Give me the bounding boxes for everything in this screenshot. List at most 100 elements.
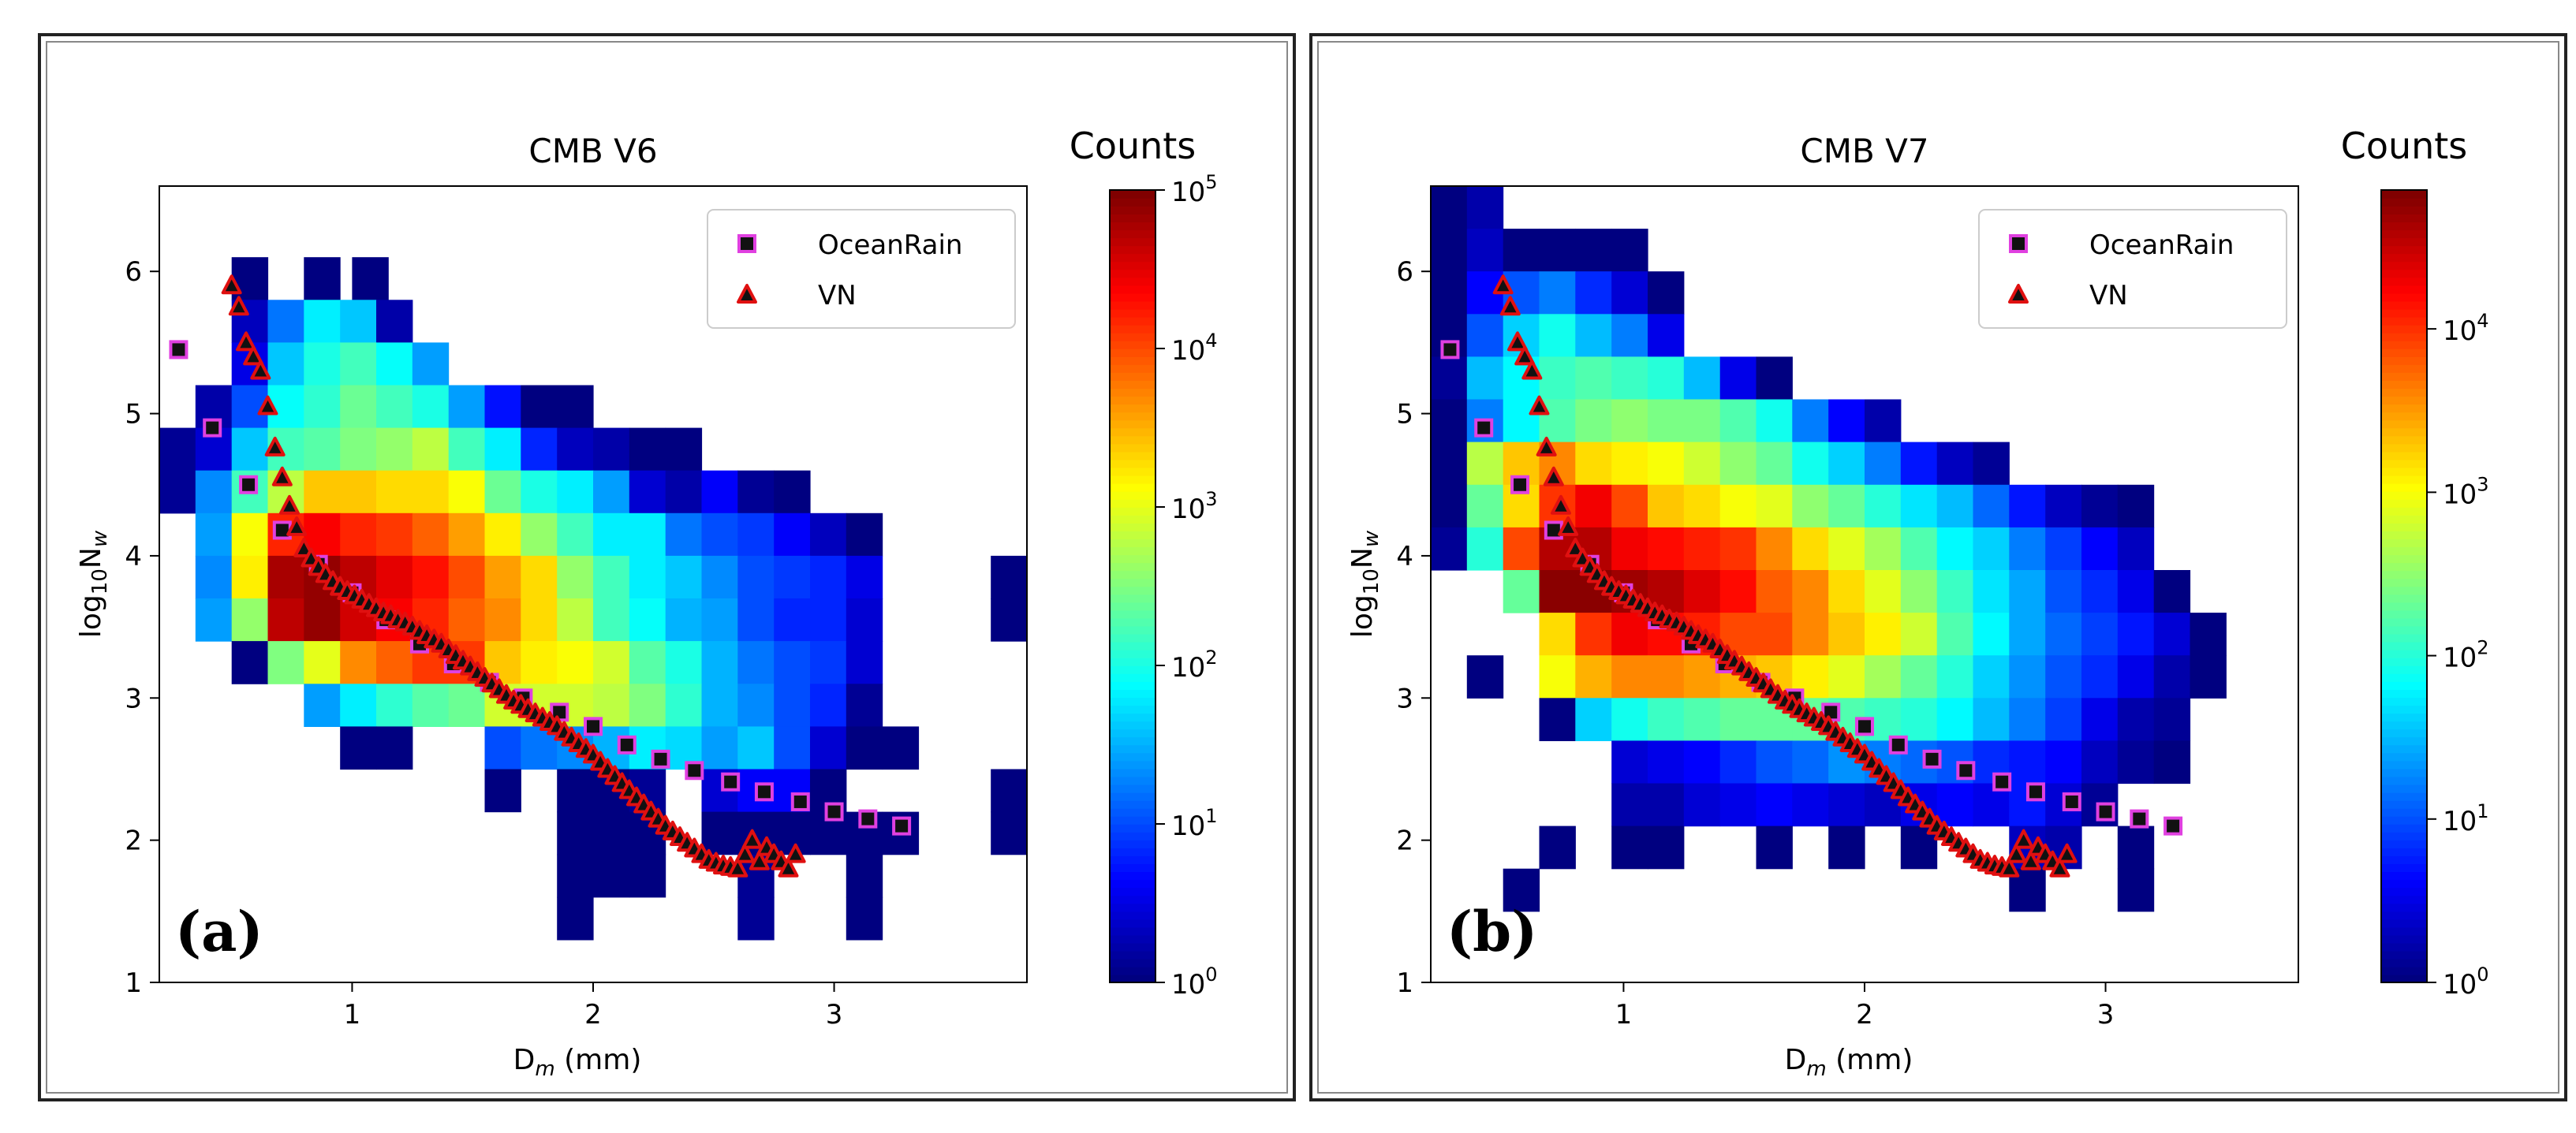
heatmap-cell bbox=[1539, 314, 1576, 357]
heatmap-cell bbox=[737, 726, 775, 770]
colorbar-strip bbox=[2381, 958, 2427, 967]
heatmap-cell bbox=[1575, 314, 1612, 357]
heatmap-cell bbox=[2117, 527, 2155, 571]
heatmap-cell bbox=[1648, 698, 1685, 741]
vn-point bbox=[1521, 360, 1543, 380]
colorbar-strip bbox=[1110, 840, 1155, 848]
colorbar-strip bbox=[2381, 498, 2427, 508]
colorbar-strip bbox=[1110, 443, 1155, 453]
heatmap-cell bbox=[846, 896, 883, 941]
heatmap-cell bbox=[2117, 868, 2155, 912]
colorbar-strip bbox=[2381, 736, 2427, 746]
heatmap-cell bbox=[2045, 655, 2082, 699]
heatmap-cell bbox=[1828, 527, 1865, 571]
colorbar-tick-base: 10 bbox=[1171, 811, 1205, 842]
heatmap-cell bbox=[737, 555, 775, 599]
heatmap-cell bbox=[557, 385, 594, 429]
heatmap-cell bbox=[1792, 613, 1829, 656]
heatmap-cell bbox=[2153, 613, 2191, 656]
heatmap-cell bbox=[376, 342, 413, 386]
colorbar-strip bbox=[1110, 887, 1155, 896]
heatmap-cell bbox=[231, 641, 269, 684]
colorbar-strip bbox=[1110, 214, 1155, 222]
colorbar-strip bbox=[1110, 617, 1155, 627]
colorbar-strip bbox=[2381, 475, 2427, 484]
colorbar-strip bbox=[2381, 602, 2427, 611]
oceanrain-point bbox=[1510, 475, 1530, 494]
heatmap-cell bbox=[1900, 484, 1938, 528]
heatmap-cell bbox=[1611, 356, 1648, 401]
vn-point bbox=[1999, 857, 2020, 878]
colorbar-strip bbox=[2381, 848, 2427, 856]
heatmap-cell bbox=[737, 470, 775, 514]
colorbar-strip bbox=[2381, 665, 2427, 674]
vn-point bbox=[1514, 345, 1536, 366]
heatmap-cell bbox=[846, 555, 883, 599]
heatmap-cell bbox=[1575, 698, 1612, 741]
colorbar-strip bbox=[2381, 308, 2427, 318]
colorbar-strip bbox=[2381, 340, 2427, 349]
colorbar-strip bbox=[2381, 300, 2427, 310]
heatmap-cell bbox=[774, 512, 811, 557]
heatmap-cell bbox=[2045, 613, 2082, 656]
colorbar-strip bbox=[1110, 427, 1155, 437]
heatmap-cell bbox=[593, 555, 630, 599]
heatmap-cell bbox=[665, 555, 703, 599]
heatmap-cell bbox=[1792, 570, 1829, 613]
heatmap-cell bbox=[304, 300, 341, 343]
colorbar-tick-exp: 4 bbox=[2477, 310, 2488, 332]
heatmap-cell bbox=[1575, 484, 1612, 528]
heatmap-cell bbox=[1539, 698, 1576, 741]
colorbar-strip bbox=[2381, 926, 2427, 936]
heatmap-cell bbox=[2045, 484, 2082, 528]
oceanrain-point bbox=[721, 772, 741, 792]
heatmap-cell bbox=[557, 470, 594, 514]
heatmap-cell bbox=[448, 512, 486, 557]
heatmap-cell bbox=[484, 598, 521, 642]
heatmap-cell bbox=[701, 512, 738, 557]
colorbar-strip bbox=[2381, 578, 2427, 587]
legend-label-vn: VN bbox=[2089, 280, 2128, 311]
legend-box bbox=[707, 209, 1016, 329]
legend-label-vn: VN bbox=[818, 280, 857, 311]
heatmap-cell bbox=[484, 427, 521, 471]
colorbar-strip bbox=[2381, 277, 2427, 286]
heatmap-cell bbox=[774, 470, 811, 514]
colorbar-strip bbox=[1110, 229, 1155, 239]
heatmap-cell bbox=[2081, 613, 2119, 656]
heatmap-cell bbox=[1936, 484, 1974, 528]
heatmap-cell bbox=[557, 811, 594, 855]
heatmap-cell bbox=[1431, 527, 1468, 571]
heatmap-cell bbox=[593, 427, 630, 471]
heatmap-cell bbox=[991, 769, 1028, 813]
colorbar-strip bbox=[2381, 198, 2427, 207]
heatmap-cell bbox=[1575, 356, 1612, 401]
heatmap-cell bbox=[665, 641, 703, 684]
colorbar-strip bbox=[2381, 840, 2427, 848]
heatmap-cell bbox=[1575, 613, 1612, 656]
heatmap-cell bbox=[2081, 527, 2119, 571]
heatmap-cell bbox=[2009, 655, 2046, 699]
vn-point bbox=[221, 274, 242, 295]
colorbar-strip bbox=[2381, 815, 2427, 825]
colorbar-strip bbox=[2381, 380, 2427, 389]
heatmap-cell bbox=[1611, 698, 1648, 741]
vn-point bbox=[1499, 296, 1521, 316]
heatmap-cell bbox=[376, 512, 413, 557]
colorbar-strip bbox=[2381, 705, 2427, 714]
colorbar-strip bbox=[1110, 190, 1155, 199]
colorbar-strip bbox=[1110, 340, 1155, 349]
y-axis-label-sub2: w bbox=[1360, 530, 1383, 547]
vn-point bbox=[1492, 274, 1514, 295]
heatmap-cell bbox=[1792, 399, 1829, 443]
heatmap-cell bbox=[810, 598, 847, 642]
colorbar-strip bbox=[2381, 261, 2427, 270]
heatmap-cell bbox=[304, 598, 341, 642]
panel-a: CMB V6 1 2 3 1 2 3 4 5 6 Dm (mm) log10Nw OceanRain VN… bbox=[38, 33, 1296, 1101]
vn-point bbox=[2013, 829, 2034, 849]
colorbar-strip bbox=[2381, 911, 2427, 920]
heatmap-cell bbox=[1503, 570, 1540, 613]
chart-title: CMB V7 bbox=[1800, 132, 1928, 170]
vn-point bbox=[264, 436, 286, 457]
y-axis-label: log10Nw bbox=[1346, 530, 1383, 638]
